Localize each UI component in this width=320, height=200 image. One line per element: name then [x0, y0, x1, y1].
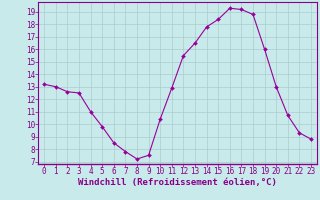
X-axis label: Windchill (Refroidissement éolien,°C): Windchill (Refroidissement éolien,°C)	[78, 178, 277, 187]
